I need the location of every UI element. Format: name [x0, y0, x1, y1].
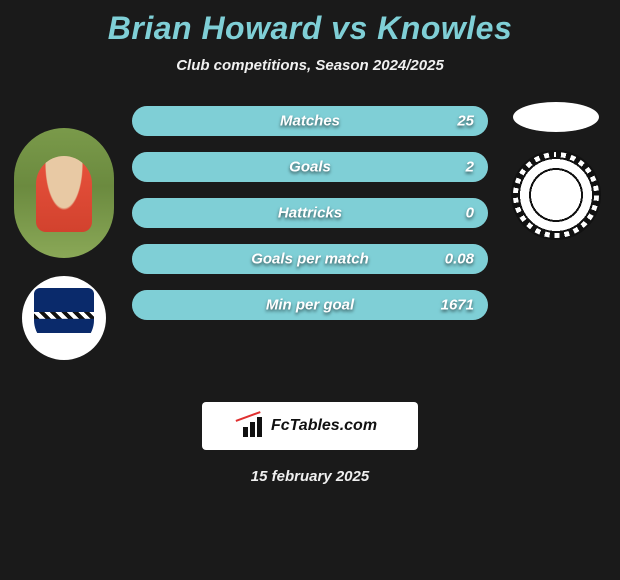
stat-label: Min per goal — [266, 297, 354, 314]
fgr-crest-icon — [511, 150, 601, 240]
stat-label: Matches — [280, 113, 340, 130]
stat-bar-mpg: Min per goal 1671 — [132, 290, 488, 320]
comparison-card: Brian Howard vs Knowles Club competition… — [0, 0, 620, 493]
left-player-column — [14, 102, 114, 360]
watermark: FcTables.com — [202, 402, 418, 450]
stat-bar-matches: Matches 25 — [132, 106, 488, 136]
stat-label: Hattricks — [278, 205, 342, 222]
eastleigh-crest-icon — [34, 288, 94, 348]
stat-bar-hattricks: Hattricks 0 — [132, 198, 488, 228]
stats-column: Matches 25 Goals 2 Hattricks 0 Goals per… — [132, 102, 488, 320]
date-label: 15 february 2025 — [10, 468, 610, 485]
subtitle: Club competitions, Season 2024/2025 — [10, 57, 610, 74]
right-player-column — [506, 102, 606, 240]
stat-bar-gpm: Goals per match 0.08 — [132, 244, 488, 274]
chart-icon — [243, 415, 265, 437]
club-crest-left — [22, 276, 106, 360]
stat-label: Goals — [289, 159, 331, 176]
stat-right-value: 2 — [466, 159, 474, 176]
stat-right-value: 0.08 — [445, 251, 474, 268]
watermark-text: FcTables.com — [271, 417, 377, 435]
main-row: Matches 25 Goals 2 Hattricks 0 Goals per… — [10, 102, 610, 360]
page-title: Brian Howard vs Knowles — [10, 10, 610, 47]
stat-right-value: 1671 — [441, 297, 474, 314]
stat-right-value: 25 — [457, 113, 474, 130]
player-photo-right-placeholder — [513, 102, 599, 132]
stat-right-value: 0 — [466, 205, 474, 222]
stat-label: Goals per match — [251, 251, 369, 268]
player-photo-left — [14, 128, 114, 258]
stat-bar-goals: Goals 2 — [132, 152, 488, 182]
